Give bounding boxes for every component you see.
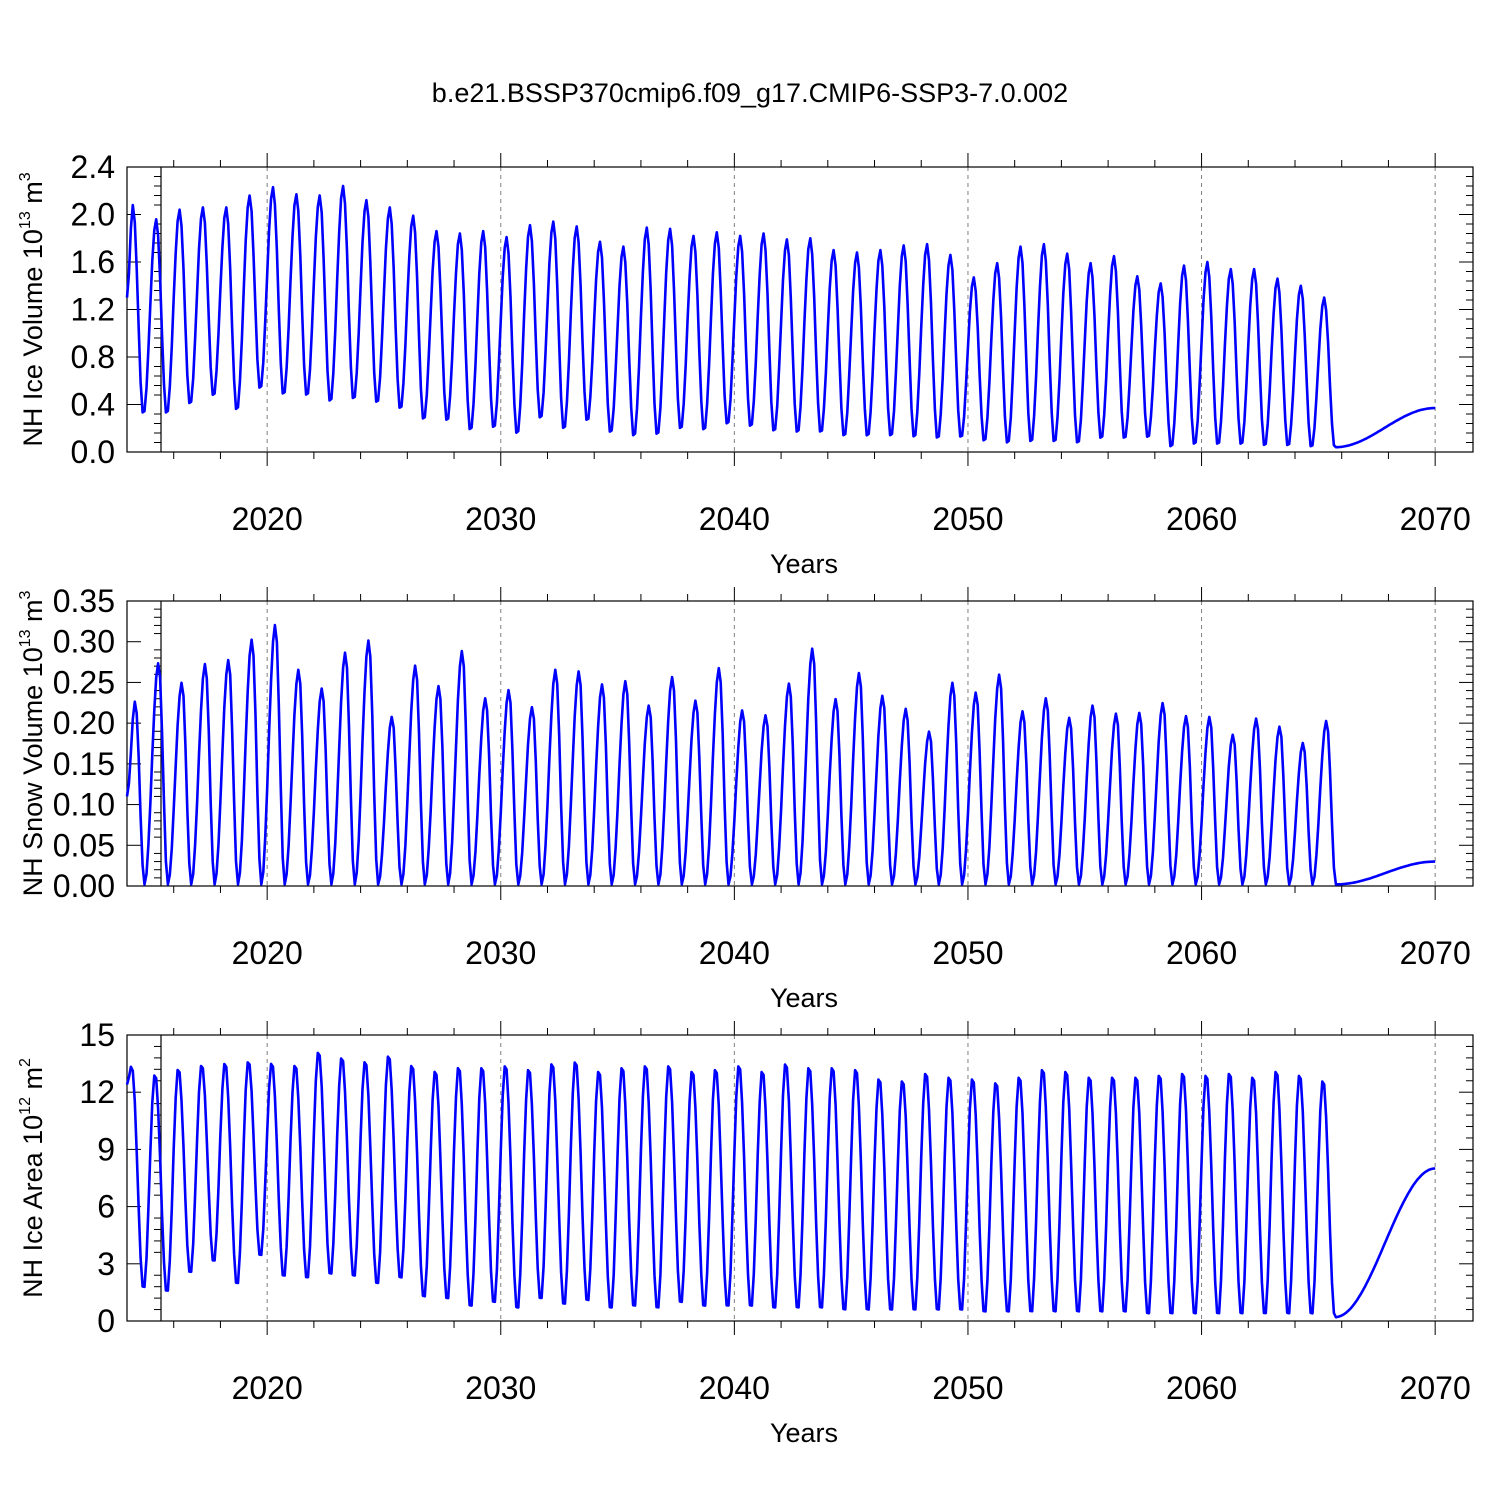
y-tick-label: 0.10 [53,787,115,823]
x-tick-label: 2070 [1400,1370,1471,1406]
chart-panel-2: 2020 2030 2040 2050 2060 2070 0.00 0.05 0.10 0.15… [17,583,1474,1013]
y-tick-label: 6 [97,1189,115,1225]
x-tick-label: 2060 [1166,501,1237,537]
series-line [125,623,1436,886]
y-tick-label: 1.6 [71,244,115,280]
x-axis-label: Years [770,1418,838,1448]
x-tick-label: 2060 [1166,935,1237,971]
x-tick-label: 2040 [699,935,770,971]
x-axis-label: Years [770,983,838,1013]
x-tick-label: 2040 [699,1370,770,1406]
y-tick-label: 0.30 [53,624,115,660]
y-axis-label: NH Ice Area 1012 m2 [17,1058,48,1298]
x-tick-label: 2060 [1166,1370,1237,1406]
series-line [125,184,1436,449]
y-axis-label: NH Ice Volume 1013 m3 [17,172,48,446]
figure-title: b.e21.BSSP370cmip6.f09_g17.CMIP6-SSP3-7.… [432,78,1068,108]
y-tick-label: 2.4 [71,149,115,185]
x-tick-label: 2070 [1400,501,1471,537]
x-tick-label: 2020 [232,935,303,971]
y-tick-label: 0.15 [53,746,115,782]
y-tick-label: 0.20 [53,705,115,741]
y-tick-label: 0.8 [71,339,115,375]
y-tick-label: 0.00 [53,868,115,904]
x-tick-label: 2040 [699,501,770,537]
y-tick-label: 0.4 [71,387,115,423]
y-tick-label: 9 [97,1131,115,1167]
x-axis-label: Years [770,549,838,579]
series-line [125,1051,1436,1319]
x-tick-label: 2050 [932,935,1003,971]
y-tick-label: 0.25 [53,664,115,700]
plot-frame [126,600,1474,887]
y-tick-label: 3 [97,1246,115,1282]
x-tick-label: 2020 [232,501,303,537]
x-tick-label: 2050 [932,501,1003,537]
x-tick-label: 2030 [465,501,536,537]
x-tick-label: 2070 [1400,935,1471,971]
y-tick-label: 0.35 [53,583,115,619]
x-tick-label: 2030 [465,1370,536,1406]
y-tick-label: 0.05 [53,827,115,863]
y-tick-label: 0.0 [71,434,115,470]
y-tick-label: 15 [79,1017,115,1053]
x-tick-label: 2020 [232,1370,303,1406]
y-axis-label: NH Snow Volume 1013 m3 [17,590,48,896]
y-tick-label: 12 [79,1074,115,1110]
chart-panel-1: 2020 2030 2040 2050 2060 2070 0.0 0.4 0.8 1.2 1.6 2… [17,149,1474,579]
y-tick-label: 0 [97,1303,115,1339]
chart-panel-3: 2020 2030 2040 2050 2060 2070 0 3 6 9 12 15 Years NH … [17,1017,1474,1448]
plot-frame [126,1034,1474,1322]
y-tick-label: 1.2 [71,292,115,328]
x-tick-label: 2030 [465,935,536,971]
y-tick-label: 2.0 [71,197,115,233]
panels: 2020 2030 2040 2050 2060 2070 0.0 0.4 0.8 1.2 1.6 2… [17,149,1474,1448]
x-tick-label: 2050 [932,1370,1003,1406]
